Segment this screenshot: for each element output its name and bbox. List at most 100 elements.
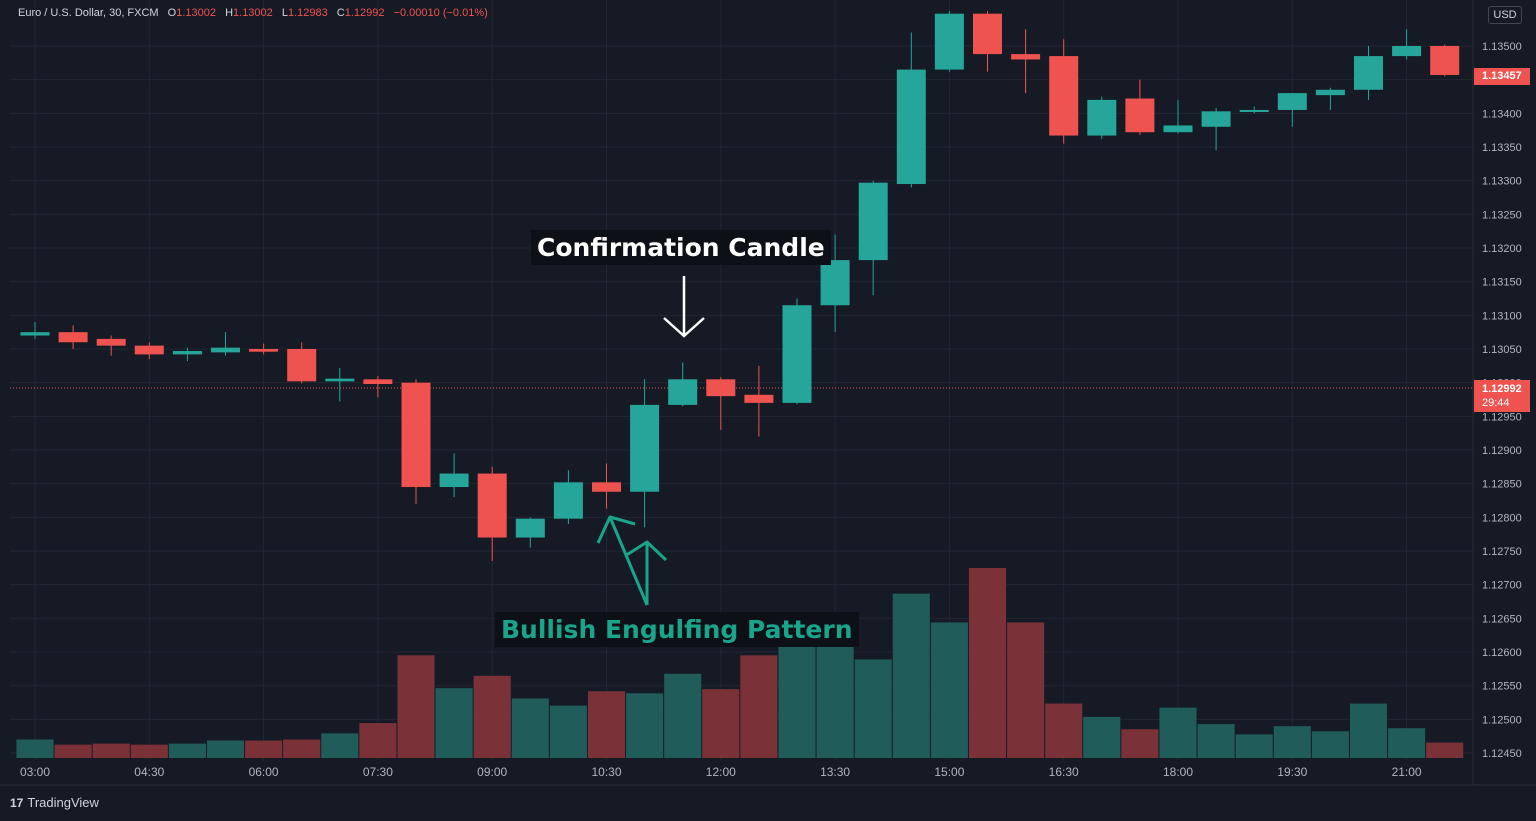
bullish-candle bbox=[1392, 46, 1422, 57]
bullish-candle bbox=[858, 182, 888, 261]
bullish-candle bbox=[1354, 56, 1383, 90]
bearish-candle bbox=[1430, 46, 1460, 75]
volume-bar bbox=[1121, 729, 1159, 758]
volume-bar bbox=[1083, 716, 1121, 758]
bearish-candle bbox=[96, 338, 126, 346]
bearish-candle bbox=[1049, 56, 1079, 136]
time-tick-label: 13:30 bbox=[820, 765, 850, 779]
price-tick-label: 1.13500 bbox=[1482, 41, 1522, 53]
bearish-candle bbox=[401, 382, 431, 488]
price-tick-label: 1.12950 bbox=[1482, 411, 1522, 423]
bullish-candle bbox=[630, 404, 660, 492]
bearish-candle bbox=[58, 332, 88, 343]
bullish-candle bbox=[553, 482, 583, 519]
volume-bar bbox=[130, 744, 168, 758]
low-value: 1.12983 bbox=[287, 7, 328, 19]
time-axis[interactable]: 03:00 04:30 06:00 07:30 09:00 10:30 12:00 13:30… bbox=[20, 765, 1422, 779]
time-tick-label: 03:00 bbox=[20, 765, 50, 779]
change-value: −0.00010 (−0.01%) bbox=[393, 7, 488, 19]
bullish-candle bbox=[1239, 109, 1269, 112]
volume-bar bbox=[816, 629, 854, 758]
price-tick-label: 1.12650 bbox=[1482, 613, 1522, 625]
time-tick-label: 06:00 bbox=[249, 765, 279, 779]
bullish-candle bbox=[172, 351, 202, 355]
tradingview-logo-icon: 17 bbox=[10, 796, 24, 810]
close-value: 1.12992 bbox=[344, 7, 385, 19]
symbol-legend: Euro / U.S. Dollar, 30, FXCM O1.13002 H1… bbox=[18, 7, 488, 19]
time-tick-label: 18:00 bbox=[1163, 765, 1193, 779]
price-tick-label: 1.12550 bbox=[1482, 681, 1522, 693]
bullish-candle bbox=[1277, 93, 1307, 110]
volume-bar bbox=[854, 659, 892, 758]
bearish-candle bbox=[249, 349, 279, 352]
bullish-candle bbox=[1315, 89, 1345, 96]
time-tick-label: 16:30 bbox=[1049, 765, 1079, 779]
bearish-candle bbox=[706, 379, 736, 397]
bullish-candle bbox=[896, 69, 926, 185]
time-tick-label: 12:00 bbox=[706, 765, 736, 779]
time-tick-label: 19:30 bbox=[1277, 765, 1307, 779]
price-tick-label: 1.13100 bbox=[1482, 310, 1522, 322]
time-tick-label: 10:30 bbox=[591, 765, 621, 779]
bar-countdown: 29:44 bbox=[1482, 397, 1510, 409]
current-price-value: 1.12992 bbox=[1482, 383, 1522, 395]
volume-bar bbox=[1311, 731, 1349, 758]
volume-bar bbox=[702, 689, 740, 758]
volume-bar bbox=[54, 744, 92, 758]
tradingview-branding[interactable]: 17 TradingView bbox=[10, 795, 99, 810]
down-arrow-icon bbox=[663, 276, 705, 338]
volume-bar bbox=[206, 740, 245, 758]
currency-button[interactable]: USD bbox=[1488, 6, 1522, 24]
time-tick-label: 04:30 bbox=[134, 765, 164, 779]
price-tick-label: 1.13200 bbox=[1482, 243, 1522, 255]
close-key: C bbox=[336, 7, 345, 19]
volume-bar bbox=[664, 673, 702, 758]
open-value: 1.13002 bbox=[176, 7, 216, 19]
bullish-candle bbox=[1163, 125, 1193, 133]
brand-name: TradingView bbox=[27, 795, 99, 810]
volume-bar bbox=[1159, 707, 1197, 758]
bullish-candle bbox=[668, 379, 698, 405]
bullish-candle bbox=[820, 260, 850, 306]
bullish-candle bbox=[934, 13, 964, 70]
volume-bar bbox=[359, 723, 397, 758]
last-close-price-tag: 1.13457 bbox=[1474, 68, 1530, 85]
volume-bar bbox=[245, 740, 283, 758]
volume-bar bbox=[1235, 734, 1273, 758]
volume-bar bbox=[1197, 724, 1235, 758]
confirmation-candle-label: Confirmation Candle bbox=[531, 230, 831, 265]
volume-bar bbox=[1045, 703, 1083, 758]
price-tick-label: 1.13300 bbox=[1482, 176, 1522, 188]
open-key: O bbox=[167, 7, 177, 19]
bullish-candle bbox=[1087, 99, 1117, 136]
bullish-candle bbox=[782, 305, 812, 403]
volume-bar bbox=[1273, 726, 1311, 758]
bearish-candle bbox=[287, 349, 317, 382]
bullish-candle bbox=[325, 378, 355, 382]
price-tick-label: 1.13150 bbox=[1482, 277, 1522, 289]
volume-bar bbox=[168, 743, 206, 758]
volume-bar bbox=[892, 593, 930, 758]
bullish-candle bbox=[439, 473, 469, 488]
price-tick-label: 1.13250 bbox=[1482, 209, 1522, 221]
price-tick-label: 1.12850 bbox=[1482, 479, 1522, 491]
current-price-tag: 1.12992 29:44 bbox=[1474, 380, 1530, 412]
volume-bar bbox=[626, 693, 664, 758]
price-tick-label: 1.12500 bbox=[1482, 714, 1522, 726]
bearish-candle bbox=[744, 394, 774, 403]
annotation-arrows bbox=[596, 276, 705, 606]
price-tick-label: 1.12700 bbox=[1482, 580, 1522, 592]
volume-bar bbox=[778, 636, 816, 758]
time-tick-label: 15:00 bbox=[934, 765, 964, 779]
volume-bar bbox=[1426, 742, 1464, 758]
price-tick-label: 1.12900 bbox=[1482, 445, 1522, 457]
price-tick-label: 1.13050 bbox=[1482, 344, 1522, 356]
volume-bar bbox=[321, 733, 359, 758]
symbol-name: Euro / U.S. Dollar, 30, FXCM bbox=[18, 7, 159, 19]
bullish-engulfing-label: Bullish Engulfing Pattern bbox=[495, 612, 859, 647]
price-tick-label: 1.13350 bbox=[1482, 142, 1522, 154]
price-tick-label: 1.12600 bbox=[1482, 647, 1522, 659]
bearish-candle bbox=[973, 13, 1002, 55]
volume-bar bbox=[1388, 728, 1426, 758]
